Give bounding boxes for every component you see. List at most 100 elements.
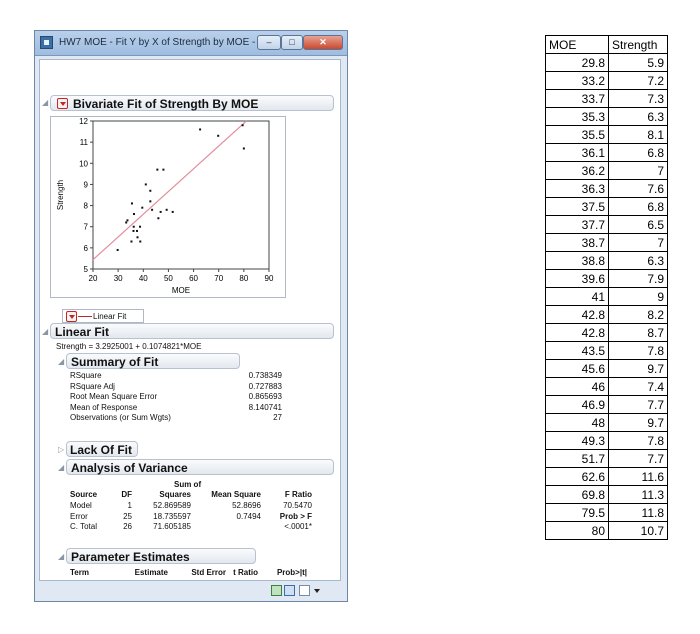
data-point <box>241 124 244 127</box>
minimize-button[interactable]: – <box>257 35 281 50</box>
moe-cell: 62.6 <box>545 467 609 486</box>
legend-line <box>78 316 92 317</box>
moe-cell: 80 <box>545 521 609 540</box>
anova-cell: 1 <box>127 501 132 510</box>
anova-cell: Error <box>70 511 88 521</box>
moe-cell: 45.6 <box>545 359 609 378</box>
strength-cell: 8.7 <box>608 323 668 342</box>
anova-header[interactable]: Analysis of Variance <box>66 459 334 475</box>
moe-cell: 37.7 <box>545 215 609 234</box>
data-point <box>132 229 135 232</box>
strength-cell: 7.3 <box>608 89 668 108</box>
table-row: 48 9.7 <box>545 413 668 432</box>
anova-title: Analysis of Variance <box>71 461 188 475</box>
table-row: 42.8 8.2 <box>545 305 668 324</box>
linear-fit-header[interactable]: Linear Fit <box>50 323 334 339</box>
summary-of-fit-title: Summary of Fit <box>71 355 159 369</box>
collapse-triangle-icon[interactable]: ◢ <box>42 327 49 336</box>
table-row: 33.2 7.2 <box>545 71 668 90</box>
summary-of-fit-header[interactable]: Summary of Fit <box>66 353 240 369</box>
close-button[interactable]: ✕ <box>303 35 343 50</box>
dropdown-arrow-icon[interactable] <box>314 589 320 593</box>
data-point <box>162 168 165 171</box>
moe-cell: 79.5 <box>545 503 609 522</box>
y-tick-label: 9 <box>84 180 89 189</box>
table-row: 42.8 8.7 <box>545 323 668 342</box>
table-row: 37.5 6.8 <box>545 197 668 216</box>
data-point <box>156 168 159 171</box>
anova-col-sum-of: Sum of <box>174 480 202 489</box>
x-tick-label: 60 <box>189 274 198 283</box>
x-tick-label: 50 <box>164 274 173 283</box>
linear-fit-menu-icon[interactable] <box>66 311 77 322</box>
jmp-app-icon <box>40 36 53 49</box>
lack-of-fit-header[interactable]: Lack Of Fit <box>66 441 138 457</box>
collapse-triangle-icon[interactable]: ◢ <box>58 357 65 366</box>
window-list-icon[interactable] <box>284 585 295 596</box>
strength-cell: 10.7 <box>608 521 668 540</box>
bivariate-header[interactable]: Bivariate Fit of Strength By MOE <box>50 95 334 111</box>
data-point <box>151 208 154 211</box>
fit-legend[interactable]: Linear Fit <box>62 309 144 323</box>
home-icon[interactable] <box>271 585 282 596</box>
collapse-triangle-icon[interactable]: ◢ <box>42 98 49 107</box>
anova-column-header: F Ratio <box>284 490 312 499</box>
table-row: 36.2 7 <box>545 161 668 180</box>
data-point <box>130 240 133 243</box>
red-triangle-menu-icon[interactable] <box>57 98 68 109</box>
strength-cell: 9 <box>608 287 668 306</box>
layout-icon[interactable] <box>299 585 310 596</box>
data-point <box>242 147 245 150</box>
param-column-header: Prob>|t| <box>276 568 307 577</box>
maximize-button[interactable]: □ <box>281 35 303 50</box>
moe-cell: 29.8 <box>545 53 609 72</box>
parameter-estimates-header[interactable]: Parameter Estimates <box>66 548 256 564</box>
data-point <box>132 225 135 228</box>
y-axis-label: Strength <box>56 180 65 210</box>
strength-cell: 8.1 <box>608 125 668 144</box>
strength-cell: 11.3 <box>608 485 668 504</box>
strength-cell: 7.6 <box>608 179 668 198</box>
param-column-header: Term <box>70 568 89 577</box>
table-row: 38.7 7 <box>545 233 668 252</box>
table-row: 36.1 6.8 <box>545 143 668 162</box>
data-point <box>165 208 168 211</box>
table-row: 35.3 6.3 <box>545 107 668 126</box>
anova-column-header: Source <box>70 490 98 499</box>
data-point <box>199 128 202 131</box>
moe-cell: 46.9 <box>545 395 609 414</box>
anova-cell: C. Total <box>70 522 97 531</box>
anova-cell: 25 <box>123 511 132 521</box>
moe-cell: 38.7 <box>545 233 609 252</box>
data-point <box>149 189 152 192</box>
moe-cell: 51.7 <box>545 449 609 468</box>
table-header-row: MOE Strength <box>545 35 668 54</box>
strength-cell: 9.7 <box>608 359 668 378</box>
collapse-triangle-icon[interactable]: ◢ <box>58 463 65 472</box>
summary-value: 0.865693 <box>248 392 282 401</box>
strength-cell: 8.2 <box>608 305 668 324</box>
data-point <box>136 229 138 232</box>
collapse-triangle-icon[interactable]: ◢ <box>58 552 65 561</box>
table-row: 46 7.4 <box>545 377 668 396</box>
data-point <box>126 219 129 222</box>
x-tick-label: 90 <box>265 274 274 283</box>
strength-cell: 6.8 <box>608 143 668 162</box>
y-tick-label: 5 <box>84 265 89 274</box>
table-row: 49.3 7.8 <box>545 431 668 450</box>
y-tick-label: 6 <box>84 244 89 253</box>
table-row: 46.9 7.7 <box>545 395 668 414</box>
summary-label: RSquare Adj <box>70 381 115 391</box>
status-bar <box>35 581 347 601</box>
summary-value: 8.140741 <box>248 402 282 412</box>
expand-triangle-icon[interactable]: ▷ <box>58 445 65 454</box>
parameter-estimates-title: Parameter Estimates <box>71 550 190 564</box>
strength-cell: 7.8 <box>608 431 668 450</box>
data-point <box>116 248 119 251</box>
plot-frame: 20 30 40 50 60 70 80 90 5 6 7 8 9 10 11 12 MOE Strength <box>50 116 286 298</box>
table-row: 69.8 11.3 <box>545 485 668 504</box>
data-point <box>125 221 128 224</box>
strength-cell: 7.4 <box>608 377 668 396</box>
summary-label: Mean of Response <box>70 402 138 412</box>
anova-column-header: DF <box>121 490 132 499</box>
